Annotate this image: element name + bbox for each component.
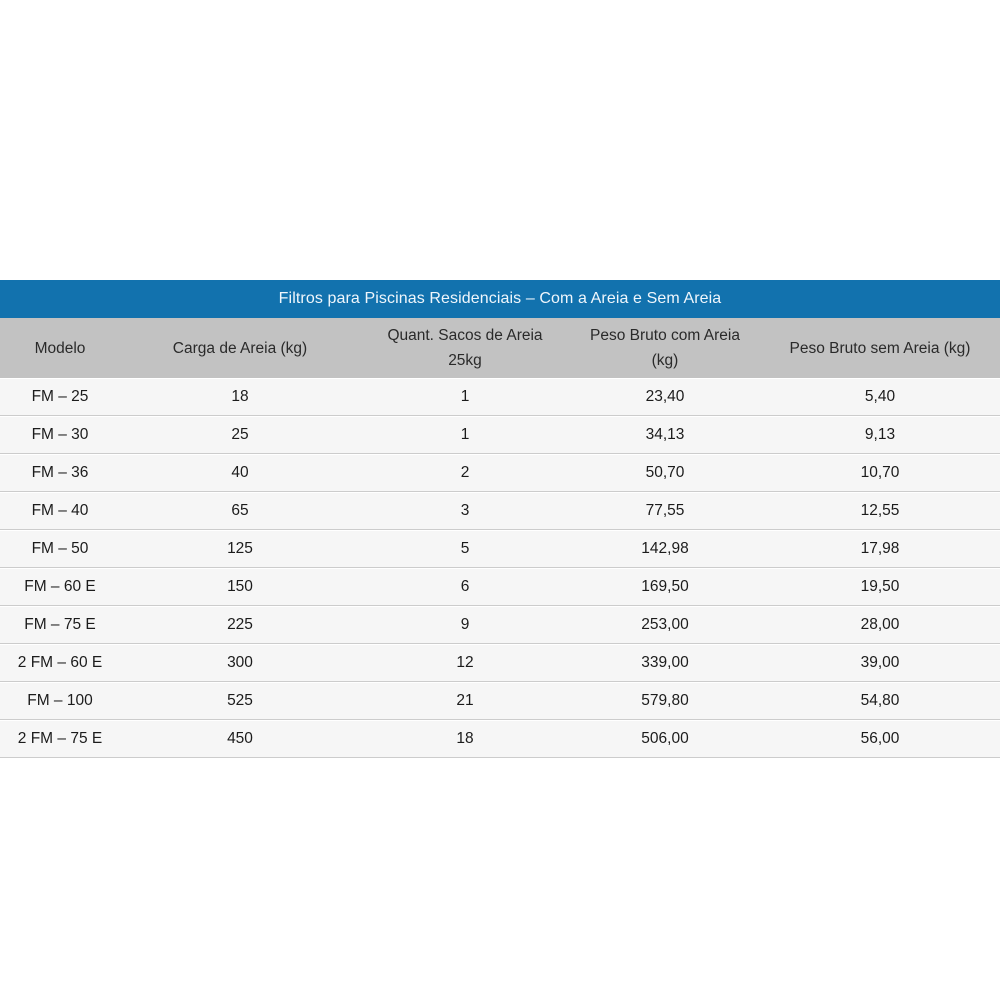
table-row: FM – 60 E 150 6 169,50 19,50	[0, 567, 1000, 606]
header-row: Modelo Carga de Areia (kg) Quant. Sacos …	[0, 318, 1000, 378]
table-cell: 3	[360, 491, 570, 530]
table-cell: 65	[120, 491, 360, 530]
table-cell: 19,50	[760, 567, 1000, 606]
column-header-label: Quant. Sacos de Areia	[387, 327, 543, 344]
weights-table: Modelo Carga de Areia (kg) Quant. Sacos …	[0, 318, 1000, 758]
table-cell: 5,40	[760, 378, 1000, 416]
table-cell: 579,80	[570, 681, 760, 720]
table-cell: 23,40	[570, 378, 760, 416]
column-header-label: 25kg	[448, 352, 482, 369]
table-cell: 169,50	[570, 567, 760, 606]
table-cell: 18	[120, 378, 360, 416]
table-cell: 21	[360, 681, 570, 720]
column-header-quant-sacos: Quant. Sacos de Areia 25kg	[360, 318, 570, 378]
column-header-label: Modelo	[34, 339, 86, 357]
table-cell: 225	[120, 605, 360, 644]
table-cell: 25	[120, 415, 360, 454]
table-row: FM – 50 125 5 142,98 17,98	[0, 529, 1000, 568]
table-cell: 56,00	[760, 719, 1000, 758]
column-header-carga-de-areia: Carga de Areia (kg)	[120, 318, 360, 378]
column-header-label: (kg)	[651, 352, 679, 369]
table-cell: FM – 40	[0, 491, 120, 530]
table-cell: 450	[120, 719, 360, 758]
column-header-label: Carga de Areia (kg)	[172, 339, 308, 357]
column-header-label: Peso Bruto sem Areia (kg)	[789, 339, 971, 357]
table-row: 2 FM – 60 E 300 12 339,00 39,00	[0, 643, 1000, 682]
table-cell: FM – 100	[0, 681, 120, 720]
table-cell: FM – 36	[0, 453, 120, 492]
table-cell: FM – 25	[0, 378, 120, 416]
table-cell: 339,00	[570, 643, 760, 682]
table-title-bar: Filtros para Piscinas Residenciais – Com…	[0, 280, 1000, 318]
table-cell: FM – 75 E	[0, 605, 120, 644]
table-title: Filtros para Piscinas Residenciais – Com…	[278, 290, 722, 307]
table-cell: 77,55	[570, 491, 760, 530]
column-header-modelo: Modelo	[0, 318, 120, 378]
table-row: FM – 40 65 3 77,55 12,55	[0, 491, 1000, 530]
table-cell: 300	[120, 643, 360, 682]
table-row: FM – 30 25 1 34,13 9,13	[0, 415, 1000, 454]
table-cell: 34,13	[570, 415, 760, 454]
table-cell: 50,70	[570, 453, 760, 492]
table-cell: 5	[360, 529, 570, 568]
table-cell: FM – 60 E	[0, 567, 120, 606]
column-header-peso-bruto-com-areia: Peso Bruto com Areia (kg)	[570, 318, 760, 378]
table-cell: 9	[360, 605, 570, 644]
table-cell: 506,00	[570, 719, 760, 758]
table-cell: 6	[360, 567, 570, 606]
table-row: FM – 100 525 21 579,80 54,80	[0, 681, 1000, 720]
table-body: FM – 25 18 1 23,40 5,40 FM – 30 25 1 34,13 9,13 FM…	[0, 378, 1000, 758]
table-cell: 54,80	[760, 681, 1000, 720]
filters-table-section: Filtros para Piscinas Residenciais – Com…	[0, 280, 1000, 758]
table-cell: 125	[120, 529, 360, 568]
table-cell: 18	[360, 719, 570, 758]
table-cell: 1	[360, 378, 570, 416]
table-cell: 525	[120, 681, 360, 720]
table-cell: FM – 30	[0, 415, 120, 454]
table-row: FM – 75 E 225 9 253,00 28,00	[0, 605, 1000, 644]
table-row: FM – 36 40 2 50,70 10,70	[0, 453, 1000, 492]
table-cell: 253,00	[570, 605, 760, 644]
table-cell: 2	[360, 453, 570, 492]
table-cell: 150	[120, 567, 360, 606]
table-cell: 17,98	[760, 529, 1000, 568]
table-cell: 12	[360, 643, 570, 682]
table-cell: FM – 50	[0, 529, 120, 568]
table-cell: 28,00	[760, 605, 1000, 644]
table-cell: 12,55	[760, 491, 1000, 530]
table-cell: 142,98	[570, 529, 760, 568]
table-row: 2 FM – 75 E 450 18 506,00 56,00	[0, 719, 1000, 758]
column-header-peso-bruto-sem-areia: Peso Bruto sem Areia (kg)	[760, 318, 1000, 378]
table-cell: 9,13	[760, 415, 1000, 454]
table-cell: 2 FM – 75 E	[0, 719, 120, 758]
column-header-label: Peso Bruto com Areia	[590, 327, 740, 344]
table-cell: 2 FM – 60 E	[0, 643, 120, 682]
table-cell: 10,70	[760, 453, 1000, 492]
table-cell: 40	[120, 453, 360, 492]
table-cell: 1	[360, 415, 570, 454]
table-cell: 39,00	[760, 643, 1000, 682]
table-row: FM – 25 18 1 23,40 5,40	[0, 378, 1000, 416]
